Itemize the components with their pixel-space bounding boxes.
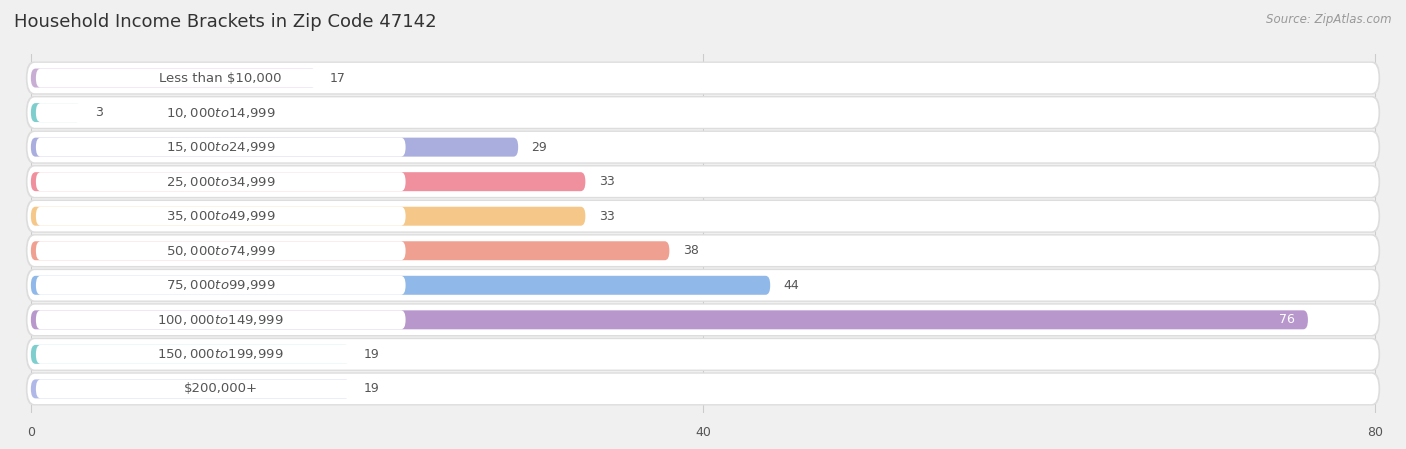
FancyBboxPatch shape <box>37 103 405 122</box>
FancyBboxPatch shape <box>37 241 405 260</box>
FancyBboxPatch shape <box>25 372 1381 405</box>
FancyBboxPatch shape <box>25 234 1381 267</box>
FancyBboxPatch shape <box>31 103 82 122</box>
FancyBboxPatch shape <box>37 172 405 191</box>
Text: 29: 29 <box>531 141 547 154</box>
FancyBboxPatch shape <box>25 62 1381 95</box>
Text: $100,000 to $149,999: $100,000 to $149,999 <box>157 313 284 327</box>
FancyBboxPatch shape <box>25 165 1381 198</box>
FancyBboxPatch shape <box>31 310 1308 329</box>
FancyBboxPatch shape <box>25 131 1381 164</box>
FancyBboxPatch shape <box>28 236 1378 266</box>
Text: 33: 33 <box>599 175 614 188</box>
Text: $75,000 to $99,999: $75,000 to $99,999 <box>166 278 276 292</box>
FancyBboxPatch shape <box>28 304 1378 335</box>
FancyBboxPatch shape <box>31 172 585 191</box>
Text: $15,000 to $24,999: $15,000 to $24,999 <box>166 140 276 154</box>
FancyBboxPatch shape <box>28 167 1378 197</box>
FancyBboxPatch shape <box>28 339 1378 370</box>
FancyBboxPatch shape <box>31 138 519 157</box>
FancyBboxPatch shape <box>37 207 405 226</box>
FancyBboxPatch shape <box>25 96 1381 129</box>
Text: 44: 44 <box>783 279 800 292</box>
FancyBboxPatch shape <box>31 241 669 260</box>
FancyBboxPatch shape <box>25 200 1381 233</box>
FancyBboxPatch shape <box>31 207 585 226</box>
FancyBboxPatch shape <box>37 379 405 398</box>
Text: 38: 38 <box>683 244 699 257</box>
Text: $10,000 to $14,999: $10,000 to $14,999 <box>166 106 276 119</box>
Text: $150,000 to $199,999: $150,000 to $199,999 <box>157 348 284 361</box>
FancyBboxPatch shape <box>28 63 1378 93</box>
Text: Source: ZipAtlas.com: Source: ZipAtlas.com <box>1267 13 1392 26</box>
FancyBboxPatch shape <box>28 374 1378 404</box>
Text: 19: 19 <box>364 383 380 396</box>
FancyBboxPatch shape <box>28 97 1378 128</box>
Text: 19: 19 <box>364 348 380 361</box>
FancyBboxPatch shape <box>37 310 405 329</box>
Text: $200,000+: $200,000+ <box>184 383 257 396</box>
FancyBboxPatch shape <box>25 303 1381 336</box>
FancyBboxPatch shape <box>28 201 1378 231</box>
FancyBboxPatch shape <box>28 270 1378 300</box>
Text: $35,000 to $49,999: $35,000 to $49,999 <box>166 209 276 223</box>
Text: 76: 76 <box>1278 313 1295 326</box>
Text: 33: 33 <box>599 210 614 223</box>
Text: $50,000 to $74,999: $50,000 to $74,999 <box>166 244 276 258</box>
FancyBboxPatch shape <box>37 345 405 364</box>
FancyBboxPatch shape <box>31 345 350 364</box>
FancyBboxPatch shape <box>31 69 316 88</box>
FancyBboxPatch shape <box>31 276 770 295</box>
FancyBboxPatch shape <box>28 132 1378 163</box>
Text: 17: 17 <box>330 71 346 84</box>
FancyBboxPatch shape <box>31 379 350 398</box>
Text: 3: 3 <box>94 106 103 119</box>
FancyBboxPatch shape <box>25 338 1381 371</box>
Text: $25,000 to $34,999: $25,000 to $34,999 <box>166 175 276 189</box>
FancyBboxPatch shape <box>25 269 1381 302</box>
FancyBboxPatch shape <box>37 138 405 157</box>
Text: Less than $10,000: Less than $10,000 <box>159 71 283 84</box>
FancyBboxPatch shape <box>37 276 405 295</box>
FancyBboxPatch shape <box>37 69 405 88</box>
Text: Household Income Brackets in Zip Code 47142: Household Income Brackets in Zip Code 47… <box>14 13 437 31</box>
